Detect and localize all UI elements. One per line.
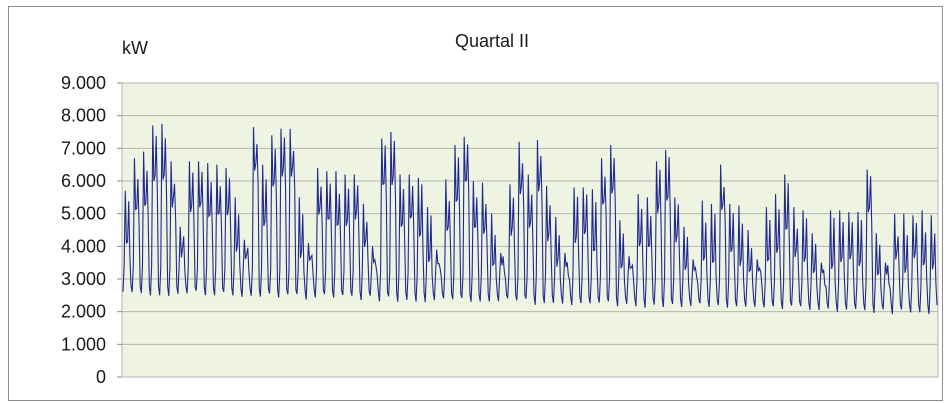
y-tick-label: 7.000 [61,138,106,158]
y-tick-label: 9.000 [61,73,106,93]
y-axis-ticks: 0 1.000 2.000 3.000 4.000 5.000 6.000 7.000 8.00… [61,73,122,387]
chart-title: Quartal II [455,31,529,51]
y-axis-unit-label: kW [122,38,148,58]
y-tick-label: 8.000 [61,106,106,126]
y-tick-label: 1.000 [61,334,106,354]
y-tick-label: 3.000 [61,269,106,289]
y-tick-label: 0 [96,367,106,387]
y-tick-label: 4.000 [61,236,106,256]
y-tick-label: 5.000 [61,204,106,224]
y-tick-label: 2.000 [61,302,106,322]
y-tick-label: 6.000 [61,171,106,191]
plot-area [122,83,938,377]
